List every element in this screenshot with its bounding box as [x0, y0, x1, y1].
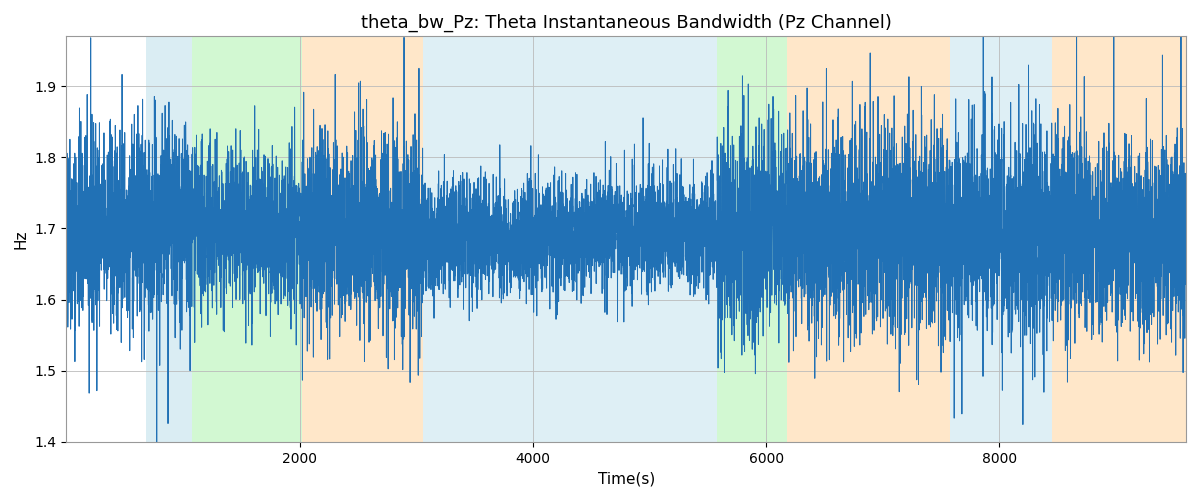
Bar — [1052, 36, 1186, 442]
Bar — [302, 36, 424, 442]
Bar — [145, 36, 192, 442]
Bar — [950, 36, 1052, 442]
Bar — [424, 36, 718, 442]
X-axis label: Time(s): Time(s) — [598, 471, 655, 486]
Title: theta_bw_Pz: Theta Instantaneous Bandwidth (Pz Channel): theta_bw_Pz: Theta Instantaneous Bandwid… — [361, 14, 892, 32]
Bar — [787, 36, 950, 442]
Y-axis label: Hz: Hz — [14, 230, 29, 249]
Bar — [718, 36, 787, 442]
Bar — [192, 36, 302, 442]
